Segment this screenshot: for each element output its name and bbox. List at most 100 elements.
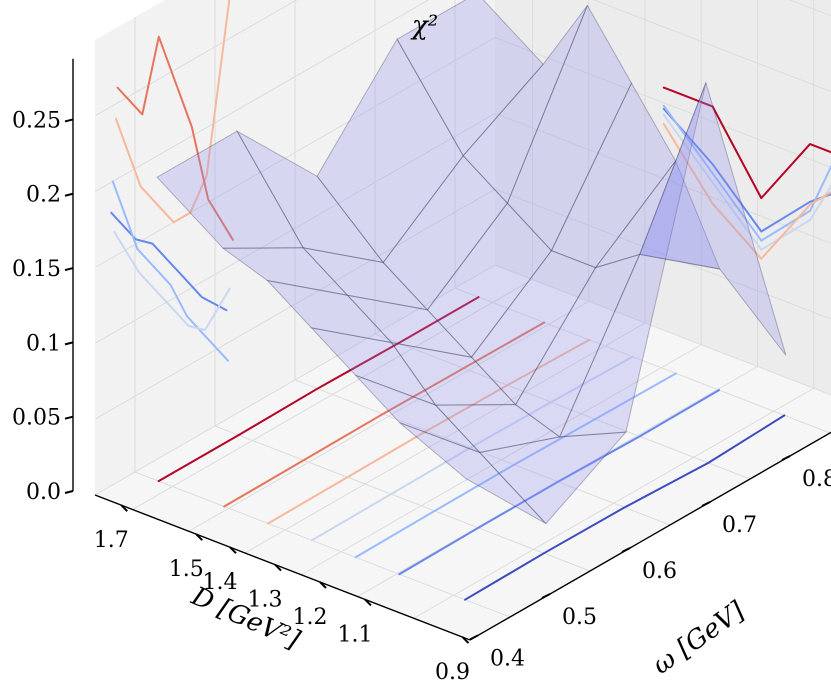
side-wall-contour-line — [113, 231, 231, 332]
x-tick — [195, 533, 203, 541]
surface-facet — [310, 327, 437, 407]
x-tick — [319, 581, 327, 589]
back-wall-contour-line — [662, 104, 831, 242]
back-wall-contour-line — [662, 86, 831, 200]
surface-facet — [514, 253, 641, 438]
surface-facet — [506, 4, 633, 252]
floor-contour-line — [354, 372, 677, 559]
y-tick — [621, 547, 631, 553]
grid-line — [94, 37, 496, 268]
z-tick-label: 0.25 — [12, 108, 61, 133]
x-tick — [120, 504, 128, 512]
z-axis-label: χ² — [410, 11, 438, 41]
x-tick-label: 1.2 — [293, 605, 328, 630]
surface-facet — [558, 82, 707, 438]
surface-facet — [550, 82, 677, 269]
x-axis-label: D [GeV²] — [186, 581, 305, 656]
surface-facet — [316, 38, 464, 264]
surface-facet — [382, 155, 509, 311]
x-tick-label: 1.5 — [169, 557, 204, 582]
floor-contour-line — [464, 414, 786, 601]
back-wall-contour-line — [662, 123, 831, 260]
x-tick-label: 1.4 — [203, 570, 238, 595]
x-axis-line — [94, 494, 471, 641]
surface-facet — [396, 0, 544, 157]
z-tick-label: 0.05 — [12, 406, 61, 431]
surface-facet — [355, 374, 481, 453]
surface-facet — [639, 81, 787, 356]
grid-line — [494, 112, 831, 244]
floor-contour-line — [398, 389, 720, 576]
surface-facet — [156, 130, 305, 249]
surface-facet — [346, 294, 473, 358]
surface-facet — [470, 249, 597, 406]
grid-line — [94, 188, 496, 420]
surface-facet — [462, 5, 588, 205]
y-axis-label: ω [GeV] — [647, 596, 751, 681]
surface-facet — [399, 422, 547, 525]
z-tick — [64, 341, 74, 346]
z-tick — [64, 267, 74, 272]
axes: 0.0 0.05 0.1 0.15 0.2 0.25 1.7 1.51.4 1.3 1.2 1.1 0… — [12, 58, 831, 685]
grid-line — [374, 333, 751, 480]
x-tick-label: 0.9 — [435, 660, 470, 685]
grid-line — [494, 37, 831, 168]
y-tick-label: 0.5 — [562, 605, 597, 630]
floor-contour-line — [310, 355, 634, 542]
grid-line — [94, 112, 496, 344]
surface-facet — [426, 202, 553, 358]
y-tick — [541, 593, 551, 599]
y-tick — [469, 634, 479, 641]
x-tick-label: 1.7 — [94, 528, 129, 553]
surface-facet — [301, 247, 429, 311]
floor-contour-line — [157, 296, 480, 483]
side-wall-contour-line — [110, 211, 228, 312]
x-tick-label: 1.1 — [338, 622, 373, 647]
back-wall-contours — [662, 86, 831, 260]
z-tick — [64, 415, 74, 420]
side-wall-contour-line — [111, 180, 230, 362]
grid-line — [94, 0, 430, 193]
floor-contours — [157, 296, 786, 601]
y-axis-line — [469, 431, 831, 641]
floor-contour-line — [267, 338, 591, 525]
z-tick — [64, 490, 74, 494]
y-tick-label: 0.7 — [722, 513, 757, 538]
side-wall-contour-line — [116, 35, 234, 241]
floor-contour-line — [223, 321, 546, 508]
y-tick-label: 0.4 — [490, 646, 525, 671]
side-wall-contour-line — [115, 0, 231, 224]
grid-line — [214, 425, 591, 572]
z-tick — [64, 118, 74, 123]
z-tick-label: 0.15 — [12, 257, 61, 282]
z-tick-label: 0.2 — [26, 183, 61, 208]
y-tick — [701, 501, 711, 507]
side-wall-contours — [110, 0, 234, 362]
surface-facet — [594, 159, 721, 270]
surface-facet — [390, 341, 517, 406]
z-tick — [64, 192, 74, 197]
x-tick-label: 1.3 — [248, 588, 283, 613]
surface-mesh — [156, 0, 787, 525]
y-tick — [781, 455, 791, 461]
x-tick — [364, 598, 372, 607]
x-tick — [461, 636, 470, 644]
y-tick-label: 0.6 — [642, 559, 677, 584]
grid-line — [494, 264, 831, 396]
surface-facet — [221, 247, 349, 296]
grid-line — [494, 188, 831, 320]
y-tick-label: 0.8 — [802, 467, 831, 492]
grid-line — [592, 0, 831, 93]
surface-facet — [266, 279, 393, 344]
surface-facet — [434, 404, 561, 454]
z-tick-label: 0.1 — [26, 331, 61, 356]
surface-facet — [478, 431, 628, 525]
z-tick-label: 0.0 — [26, 480, 61, 505]
grid-line — [94, 0, 298, 117]
grid-line — [94, 264, 496, 496]
grid-line — [454, 287, 831, 434]
grid-line — [134, 471, 511, 618]
grid-line — [294, 379, 671, 526]
